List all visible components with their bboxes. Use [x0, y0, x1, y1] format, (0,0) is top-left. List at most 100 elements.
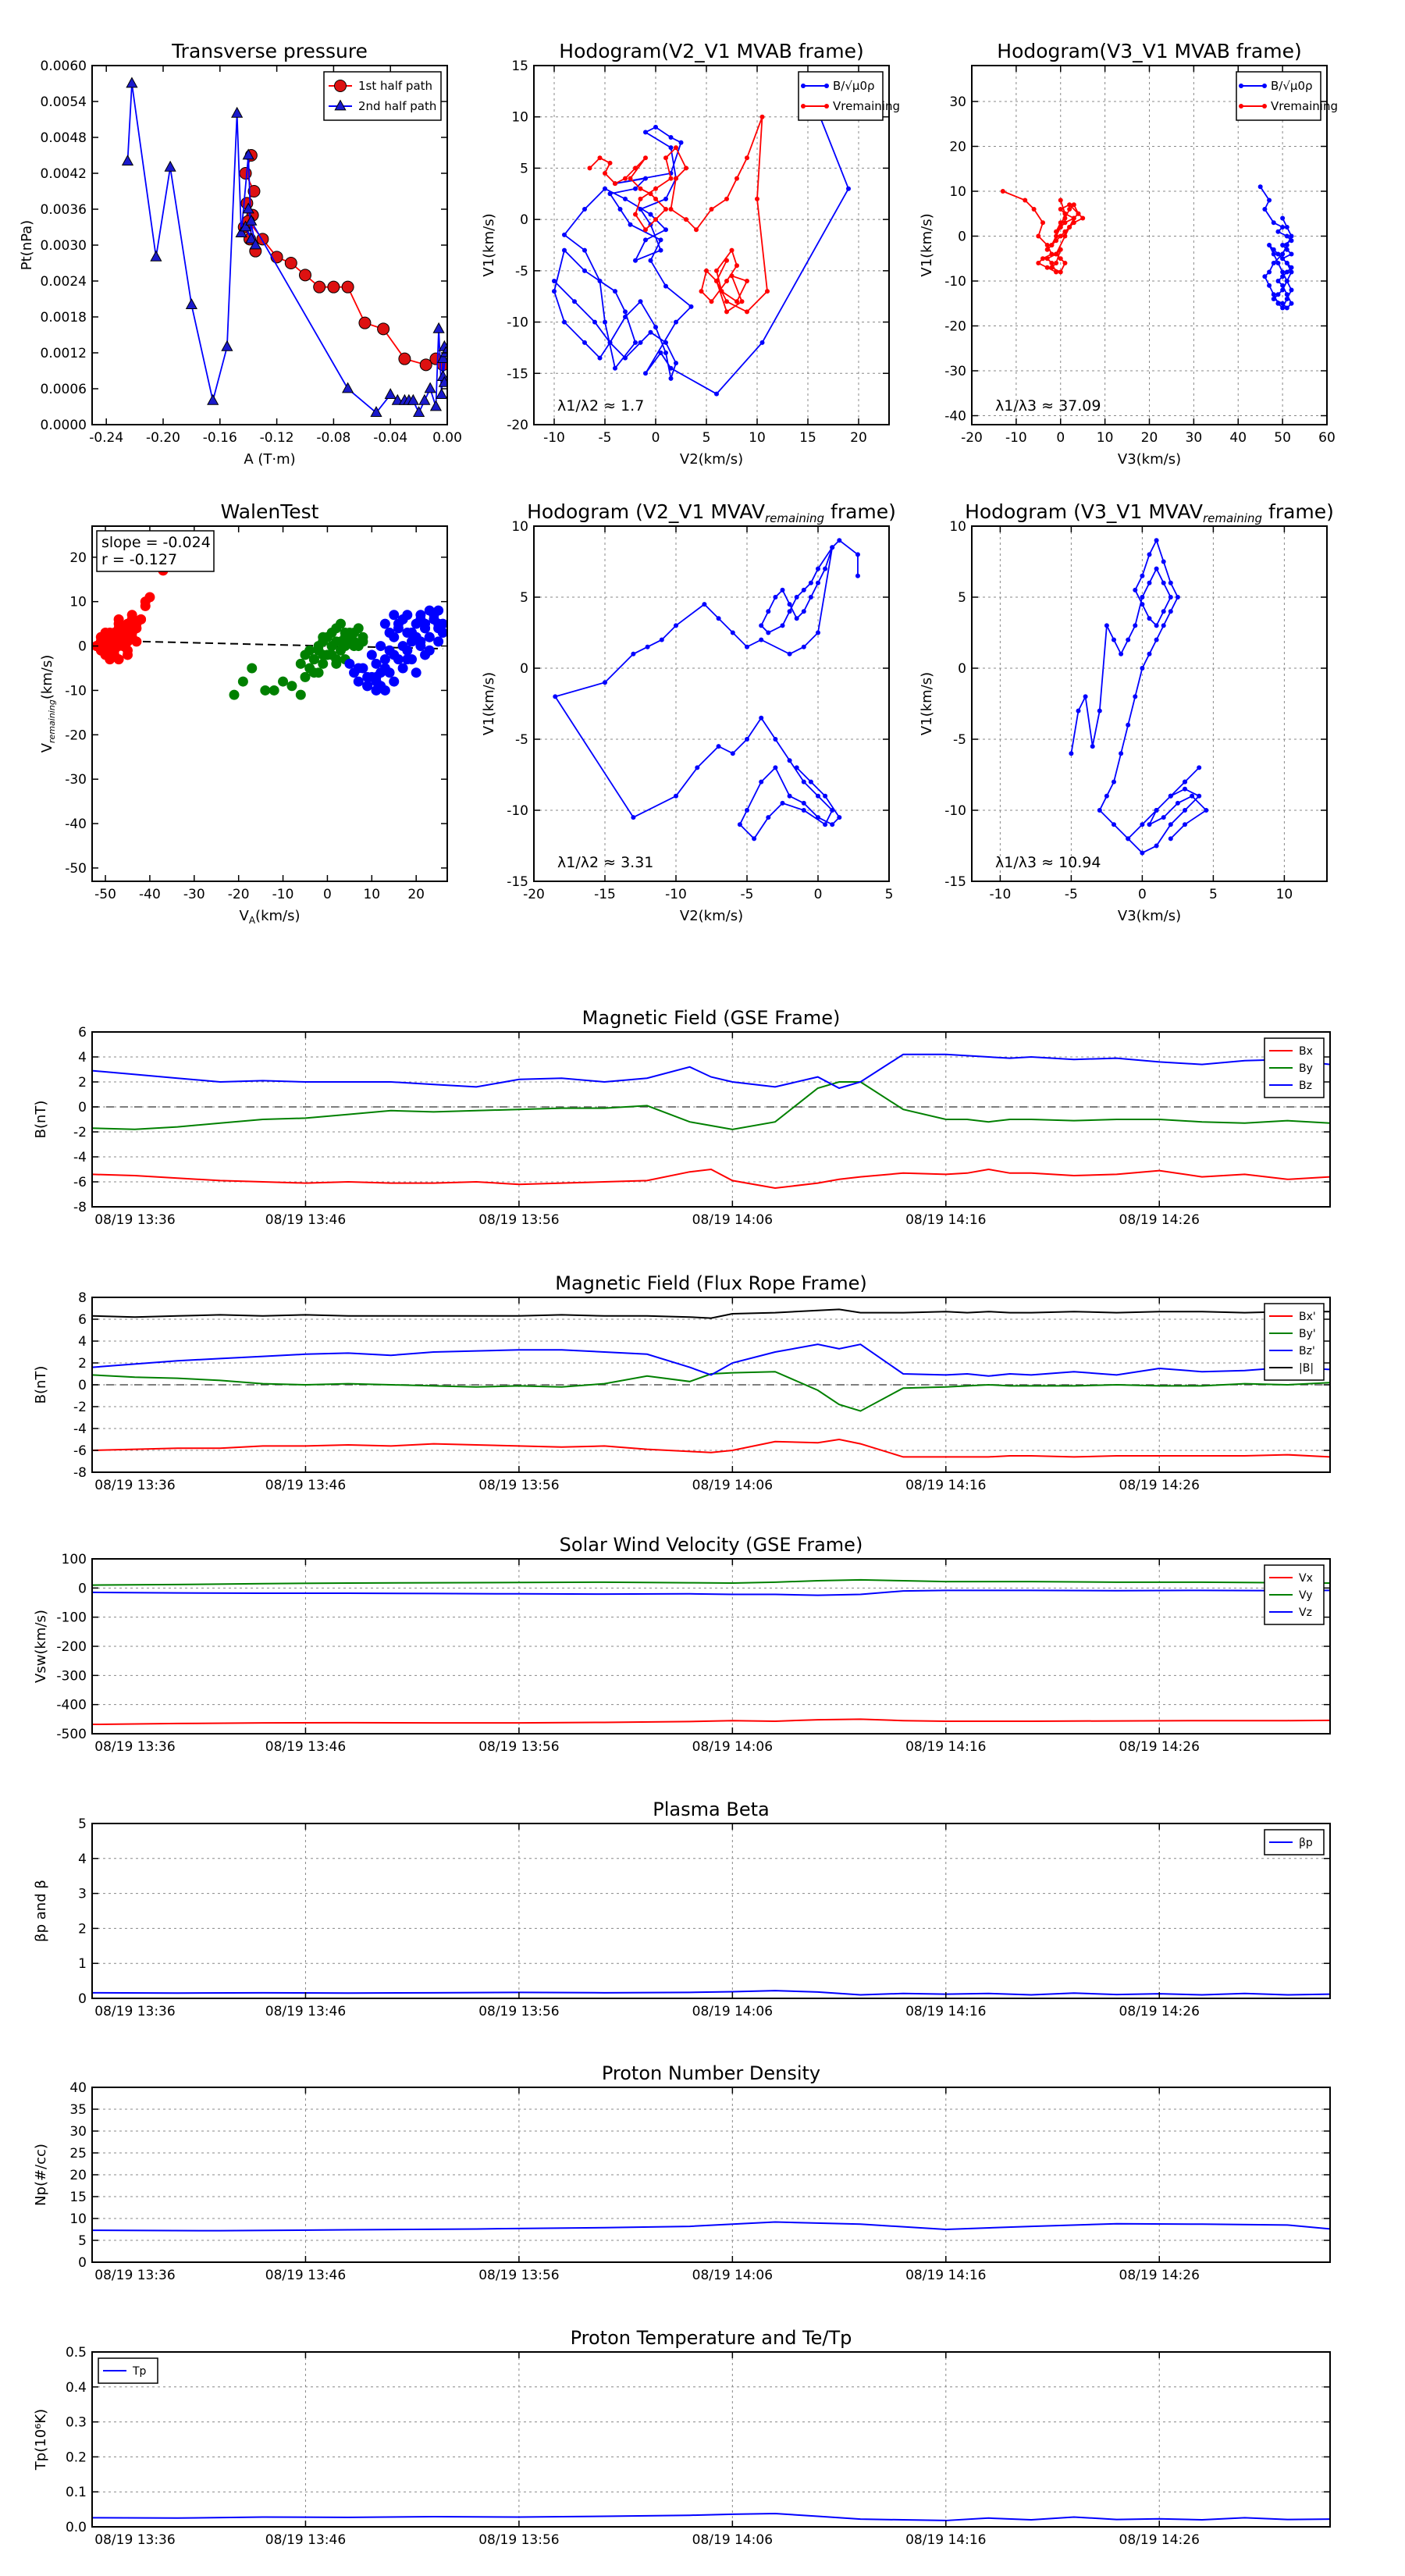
series-0-point [787, 651, 792, 656]
x-tick-label: 08/19 14:16 [905, 2532, 986, 2548]
series-vremaining-point [755, 196, 759, 201]
series-0-point [1168, 595, 1173, 600]
series-1-point [357, 636, 368, 647]
series-vremaining-point [653, 186, 658, 191]
legend-swatch-marker [824, 84, 829, 88]
y-tick-label: 0.3 [66, 2415, 87, 2431]
series-vremaining-point [1000, 189, 1005, 194]
series-1st-half-path-point [419, 358, 432, 372]
series-1st-half-path-point [247, 185, 261, 197]
y-tick-label: 0.0024 [41, 274, 87, 290]
series-0-point [1119, 751, 1124, 756]
series-vremaining-point [1036, 261, 1041, 265]
series-b-0--point [603, 319, 607, 325]
y-tick-label: 0.0006 [41, 382, 87, 397]
series-1-point [308, 667, 319, 678]
series-b-0--point [1280, 269, 1286, 275]
series-1st-half-path-point [284, 257, 297, 269]
x-tick-label: 08/19 13:36 [94, 2532, 175, 2548]
y-tick-label: -2 [73, 1125, 87, 1140]
y-tick-label: 15 [511, 59, 528, 74]
x-tick-label: -15 [594, 887, 616, 902]
y-tick-label: -50 [65, 861, 87, 877]
series-0-point [787, 609, 792, 614]
series-0-point [645, 644, 650, 649]
series-0-point [780, 587, 785, 592]
series-1-point [336, 645, 346, 656]
series-0-point [801, 808, 806, 813]
series-0-point [1183, 786, 1187, 792]
series-0-point [780, 800, 785, 806]
y-tick-label: 2 [78, 1356, 87, 1372]
ticks [91, 1297, 1330, 1473]
x-tick-label: -0.16 [203, 430, 237, 446]
stats-line: slope = -0.024 [101, 534, 211, 551]
series-0-point [773, 595, 778, 600]
series-1-point [308, 654, 319, 665]
legend-label: B/√μ0ρ [1271, 79, 1313, 93]
legend-label: βp [1299, 1837, 1313, 1849]
y-tick-label: 0 [78, 2255, 87, 2271]
y-tick-label: 0 [78, 1581, 87, 1596]
x-tick-label: 08/19 14:06 [692, 2004, 773, 2019]
chart-title: Transverse pressure [171, 40, 368, 62]
series-2-point [362, 681, 373, 692]
x-tick-label: -0.12 [260, 430, 294, 446]
y-tick-label: 30 [69, 2124, 87, 2140]
series-0-point [1147, 580, 1152, 585]
x-tick-label: 08/19 13:36 [94, 1478, 175, 1493]
series-2nd-half-path-point [245, 214, 258, 226]
series-bz--line [92, 1343, 1330, 1377]
series-vremaining-point [684, 217, 688, 222]
title-main: Hodogram (V2_V1 MVAV [527, 500, 765, 523]
legend: Vx Vy Vz [1264, 1564, 1325, 1625]
x-tick-label: 10 [1276, 887, 1293, 902]
y-tick-label: -500 [56, 1727, 87, 1742]
x-tick-label: 08/19 14:16 [905, 1739, 986, 1755]
series-0-point [816, 630, 820, 635]
series-0-point [1154, 538, 1159, 543]
series-0-point [1112, 637, 1116, 642]
ylabel-unit: (km/s) [39, 655, 55, 699]
series-2nd-half-path-point [221, 340, 233, 351]
series-0-point [1161, 609, 1166, 614]
legend-box [1264, 1829, 1325, 1856]
series-0-point [123, 649, 133, 660]
y-tick-label: -15 [944, 874, 966, 890]
series-vremaining-point [1044, 265, 1050, 270]
y-tick-label: 0.0060 [41, 59, 87, 74]
legend: B/√μ0ρ Vremaining [1236, 71, 1338, 121]
series-1-point [349, 628, 360, 638]
series-vremaining-point [628, 176, 633, 181]
series-vremaining-point [1049, 261, 1055, 265]
title-subscript: remaining [1203, 511, 1262, 525]
series-0-point [1147, 616, 1152, 621]
y-tick-label: 0.0018 [41, 310, 87, 326]
legend-label: Vremaining [833, 99, 900, 113]
series-2-point [379, 618, 390, 629]
legend-label: Bz' [1299, 1345, 1315, 1357]
x-tick-label: 10 [749, 430, 766, 446]
series-0-point [837, 538, 842, 543]
series-vremaining-point [765, 289, 770, 294]
y-tick-label: 30 [949, 94, 966, 110]
series-0-point [1112, 779, 1116, 785]
series-vremaining-point [714, 268, 719, 273]
series-0-point [816, 815, 820, 820]
x-tick-label: 08/19 13:56 [478, 1478, 559, 1493]
series-b-0--point [648, 258, 653, 263]
grid-lines [534, 526, 889, 881]
y-tick-label: 10 [511, 110, 528, 126]
x-tick-label: 08/19 13:46 [265, 1739, 346, 1755]
y-tick-label: -30 [944, 364, 966, 379]
series-0-point [730, 751, 735, 756]
series-0-point [716, 744, 721, 749]
series-2nd-half-path-point [436, 388, 447, 400]
y-tick-label: 1 [78, 1956, 87, 1972]
series-0-point [787, 793, 792, 799]
grid-lines [92, 2087, 1330, 2262]
series-b-0--point [1275, 229, 1281, 234]
series-b-0--line [553, 111, 849, 395]
series-b-0--point [617, 207, 623, 212]
series-0-point [1147, 822, 1152, 827]
